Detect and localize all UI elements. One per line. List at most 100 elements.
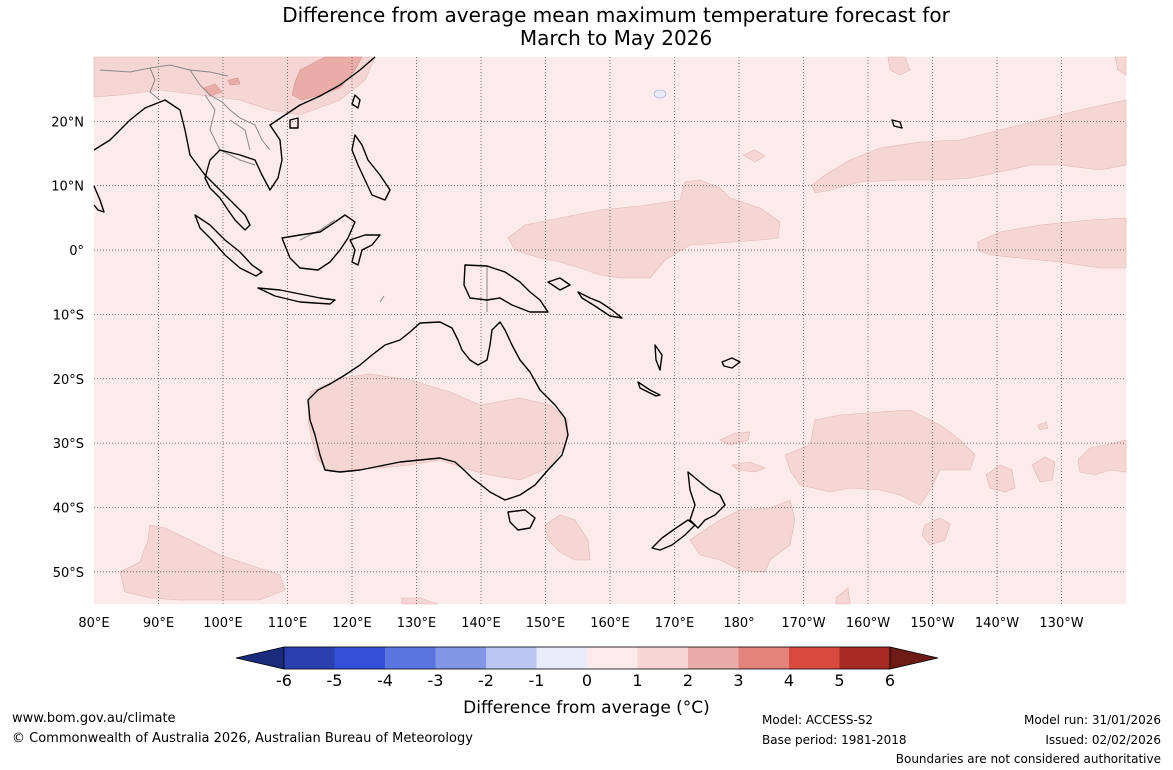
copyright-text: © Commonwealth of Australia 2026, Austra… xyxy=(12,731,473,746)
coast-solomons xyxy=(577,291,623,319)
latitude-label: 40°S xyxy=(53,501,84,516)
anomaly-1-2-regions xyxy=(93,56,1127,605)
colorbar-segment xyxy=(789,647,840,669)
colorbar-segment xyxy=(688,647,739,669)
colorbar-segment xyxy=(486,647,537,669)
anomaly-region-east-1 xyxy=(985,464,1016,493)
latitude-label: 20°S xyxy=(53,373,84,388)
anomaly-region-small-2 xyxy=(731,461,766,473)
colorbar-tick-label: 3 xyxy=(733,671,744,690)
anomaly-region-small-5 xyxy=(887,56,911,76)
colorbar-tick-label: 1 xyxy=(632,671,643,690)
anomaly-region-small-india xyxy=(227,77,241,86)
colorbar-label: Difference from average (°C) xyxy=(463,698,710,718)
anomaly-region-new-zealand-east xyxy=(689,499,796,573)
colorbar-segment xyxy=(839,647,890,669)
coastlines xyxy=(93,56,903,551)
longitude-label: 140°E xyxy=(461,616,501,631)
anomaly-region-north-pacific xyxy=(811,99,1127,194)
latitude-label: 30°S xyxy=(53,437,84,452)
longitude-label: 130°W xyxy=(1039,616,1083,631)
longitude-label: 120°E xyxy=(332,616,372,631)
latitude-labels: 20°N 10°N 0° 10°S 20°S 30°S 40°S 50°S xyxy=(51,115,84,580)
anomaly-region-small-1 xyxy=(719,431,751,446)
model-name: Model: ACCESS-S2 xyxy=(762,713,874,727)
anomaly-region-cool-spot xyxy=(653,89,667,99)
graticule xyxy=(94,57,1126,604)
longitude-label: 140°W xyxy=(975,616,1019,631)
longitude-label: 180° xyxy=(723,616,754,631)
map-title: Difference from average mean maximum tem… xyxy=(0,4,1173,50)
anomaly-region-small-4 xyxy=(742,149,766,163)
coast-sumatra xyxy=(194,214,263,277)
coast-mainland-asia xyxy=(93,56,376,231)
anomaly-region-east-2 xyxy=(1031,456,1056,483)
colorbar-segment xyxy=(284,647,335,669)
coast-java xyxy=(257,287,336,305)
longitude-label: 160°E xyxy=(590,616,630,631)
longitude-label: 130°E xyxy=(397,616,437,631)
website-link[interactable]: www.bom.gov.au/climate xyxy=(12,711,176,726)
coast-png xyxy=(463,264,549,313)
colorbar-tick-label: 0 xyxy=(581,671,593,690)
colorbar-segment xyxy=(334,647,385,669)
longitude-label: 150°E xyxy=(526,616,566,631)
longitude-label: 90°E xyxy=(143,616,174,631)
latitude-label: 20°N xyxy=(51,115,84,130)
border-asia-4 xyxy=(204,94,256,166)
colorbar-tick-label: -4 xyxy=(377,671,393,690)
longitude-label: 160°W xyxy=(846,616,890,631)
colorbar-tick-label: -1 xyxy=(528,671,545,690)
anomaly-region-small-9 xyxy=(1037,421,1049,431)
colorbar-tick-label: -5 xyxy=(326,671,343,690)
latitude-label: 10°S xyxy=(53,308,84,323)
colorbar-segment xyxy=(587,647,638,669)
colorbar-tick-label: -2 xyxy=(478,671,494,690)
colorbar-extend-high xyxy=(889,646,939,670)
colorbar-tick-label: 4 xyxy=(783,671,795,690)
anomaly-region-south-pacific xyxy=(784,409,976,506)
coast-taiwan xyxy=(351,94,361,109)
border-borneo xyxy=(299,219,336,241)
latitude-label: 10°N xyxy=(51,180,84,195)
anomaly-region-east-equatorial xyxy=(977,217,1127,269)
longitude-label: 110°E xyxy=(268,616,308,631)
anomaly-region-east-3 xyxy=(1077,439,1127,476)
border-asia-2 xyxy=(149,67,161,101)
coast-india-tip xyxy=(93,185,105,213)
colorbar-tick-label: -3 xyxy=(427,671,444,690)
base-period: Base period: 1981-2018 xyxy=(762,733,907,747)
anomaly-region-small-8 xyxy=(835,587,851,605)
anomaly-region-china xyxy=(291,56,363,101)
coast-new-britain xyxy=(547,277,571,291)
latitude-label: 0° xyxy=(69,244,84,259)
title-line-1: Difference from average mean maximum tem… xyxy=(282,3,950,27)
anomaly-region-small-6 xyxy=(1114,56,1127,76)
coast-nz-south xyxy=(651,519,696,551)
colorbar-tick-label: 2 xyxy=(682,671,694,690)
anomaly-region-tasman-south xyxy=(544,514,591,561)
border-asia-1 xyxy=(99,64,229,77)
colorbar xyxy=(235,646,939,670)
border-asia-5 xyxy=(229,119,251,151)
border-asia-3 xyxy=(189,69,271,151)
coast-vanuatu xyxy=(654,344,663,371)
anomaly-region-equatorial-pacific xyxy=(507,179,781,279)
coast-sulawesi xyxy=(349,234,381,266)
issued-date: Issued: 02/02/2026 xyxy=(1045,733,1161,747)
disclaimer-text: Boundaries are not considered authoritat… xyxy=(895,752,1161,766)
coast-nz-north xyxy=(687,471,726,529)
colorbar-tick-label: 5 xyxy=(834,671,845,690)
colorbar-segment xyxy=(435,647,486,669)
colorbar-segment xyxy=(385,647,436,669)
coast-australia xyxy=(307,321,569,501)
coast-hawaii xyxy=(891,119,903,129)
coast-borneo xyxy=(281,214,356,271)
title-line-2: March to May 2026 xyxy=(519,26,713,50)
coast-new-caledonia xyxy=(637,381,661,397)
border-timor xyxy=(379,295,385,303)
coast-tasmania xyxy=(507,509,536,531)
longitude-label: 80°E xyxy=(78,616,109,631)
latitude-label: 50°S xyxy=(53,566,84,581)
